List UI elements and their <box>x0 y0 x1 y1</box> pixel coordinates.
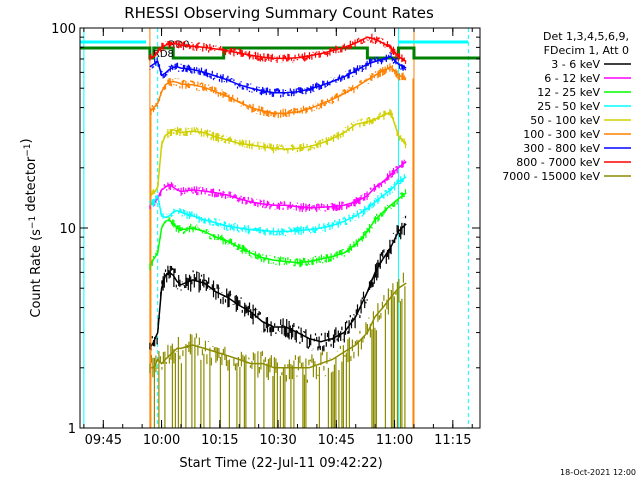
legend-entry-label: 50 - 100 keV <box>530 114 600 127</box>
series-0 <box>149 215 407 352</box>
x-tick-label: 11:15 <box>434 433 471 448</box>
legend-header-line: FDecim 1, Att 0 <box>544 44 629 57</box>
x-tick-label: 10:00 <box>143 433 180 448</box>
series-2 <box>149 189 407 271</box>
legend-entry-label: 7000 - 15000 keV <box>502 170 600 183</box>
legend-entry-label: 3 - 6 keV <box>551 58 600 71</box>
series-line <box>149 110 407 197</box>
series-5 <box>149 63 407 119</box>
legend-entry-label: 25 - 50 keV <box>537 100 600 113</box>
x-tick-label: 10:45 <box>318 433 355 448</box>
legend-entry-label: 6 - 12 keV <box>544 72 600 85</box>
series-8 <box>149 272 407 428</box>
y-tick-label: 100 <box>51 22 76 37</box>
plot-area: RD0RD8 <box>80 28 480 428</box>
legend-entry-label: 12 - 25 keV <box>537 86 600 99</box>
y-tick-label: 10 <box>59 222 76 237</box>
legend-entry-label: 100 - 300 keV <box>523 128 600 141</box>
series-line <box>149 282 407 369</box>
x-tick-label: 11:00 <box>376 433 413 448</box>
series-line <box>149 192 407 266</box>
annotation-label: RD8 <box>153 49 174 60</box>
legend-entry-label: 300 - 800 keV <box>523 142 600 155</box>
series-6 <box>149 52 407 98</box>
x-tick-label: 10:15 <box>201 433 238 448</box>
series-3 <box>149 174 407 237</box>
legend-entry-label: 800 - 7000 keV <box>516 156 600 169</box>
timestamp: 18-Oct-2021 12:00 <box>560 468 636 477</box>
chart-title: RHESSI Observing Summary Count Rates <box>124 4 434 22</box>
series-4 <box>149 108 407 197</box>
series-line <box>149 223 407 349</box>
x-axis-label: Start Time (22-Jul-11 09:42:22) <box>179 456 382 471</box>
series-line <box>149 36 407 63</box>
series-line <box>149 65 407 114</box>
x-tick-label: 09:45 <box>85 433 122 448</box>
y-tick-label: 1 <box>68 422 76 437</box>
series-1 <box>149 159 407 213</box>
legend-header-line: Det 1,3,4,5,6,9, <box>543 30 629 43</box>
y-axis-label: Count Rate (s−1 detector−1) <box>19 138 44 317</box>
x-tick-label: 10:30 <box>259 433 296 448</box>
series-7 <box>149 33 407 64</box>
axes: 09:45 10:00 10:15 10:30 10:45 11:00 11:15 1 10 10… <box>51 22 480 448</box>
series-line <box>149 160 407 209</box>
series-line <box>149 55 407 94</box>
series-line <box>149 176 407 233</box>
legend: Det 1,3,4,5,6,9,FDecim 1, Att 03 - 6 keV… <box>502 30 631 183</box>
